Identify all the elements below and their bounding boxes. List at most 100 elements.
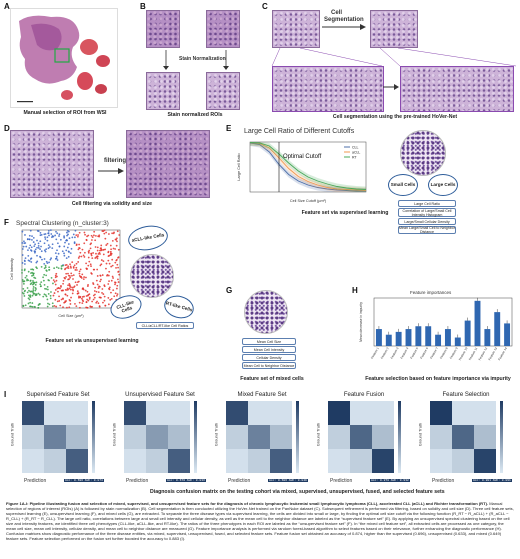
scatter-point bbox=[62, 297, 64, 300]
scatter-point bbox=[90, 265, 92, 268]
scatter-point bbox=[50, 257, 53, 260]
confusion-matrix bbox=[328, 401, 394, 473]
cm-cell bbox=[226, 401, 248, 425]
cm-cell bbox=[124, 401, 146, 425]
wsi-thumbnail bbox=[10, 8, 118, 108]
scatter-point bbox=[48, 303, 51, 306]
cell-cluster-image bbox=[400, 130, 446, 176]
scatter-point bbox=[23, 280, 25, 283]
cm-x-axis-label: Prediction bbox=[432, 478, 455, 484]
scatter-point bbox=[43, 267, 46, 270]
scatter-point bbox=[33, 245, 36, 248]
scatter-point bbox=[24, 276, 27, 279]
scatter-point bbox=[31, 235, 33, 238]
scatter-point bbox=[103, 299, 106, 302]
scatter-point bbox=[89, 247, 92, 250]
scatter-point bbox=[92, 298, 95, 301]
scatter-point bbox=[44, 236, 46, 239]
scatter-point bbox=[50, 276, 53, 279]
cm-accuracy-badge: Acc: 0.878 AUC: 0.932 bbox=[370, 479, 410, 482]
scatter-point bbox=[32, 281, 34, 284]
caption-f: Feature set via unsupervised learning bbox=[45, 338, 139, 344]
feature-e-2: Correlation of Large/Small Cell Intensit… bbox=[398, 208, 456, 217]
scatter-point bbox=[87, 264, 90, 267]
scatter-point bbox=[78, 255, 81, 258]
scatter-point bbox=[48, 261, 50, 264]
scatter-point bbox=[53, 292, 56, 294]
scatter-point bbox=[107, 251, 110, 254]
scatter-point bbox=[68, 285, 71, 287]
cm-cell bbox=[226, 449, 248, 473]
scatter-point bbox=[30, 249, 32, 251]
scatter-point bbox=[99, 253, 101, 255]
cm-accuracy-badge: Acc: 0.670 AUC: 0.833 bbox=[166, 479, 206, 482]
scatter-point bbox=[67, 243, 70, 245]
scatter-point bbox=[61, 289, 64, 292]
scatter-point bbox=[90, 234, 93, 237]
scatter-point bbox=[63, 252, 65, 255]
scatter-point bbox=[95, 301, 98, 304]
cm-cell bbox=[270, 425, 292, 449]
scatter-point bbox=[114, 261, 117, 264]
scatter-point bbox=[46, 288, 49, 291]
roi-after-segmentation bbox=[370, 10, 418, 48]
scatter-point bbox=[78, 295, 80, 298]
scatter-point bbox=[76, 284, 78, 286]
cm-colorbar bbox=[194, 401, 197, 473]
scatter-point bbox=[63, 301, 66, 304]
scatter-point bbox=[27, 297, 30, 300]
scatter-point bbox=[46, 305, 49, 308]
scatter-point bbox=[67, 272, 69, 275]
bar-tick-label: Feature 2 bbox=[380, 346, 390, 359]
scatter-point bbox=[98, 305, 101, 308]
scatter-point bbox=[105, 262, 108, 265]
scatter-point bbox=[53, 304, 56, 307]
scatter-point bbox=[90, 273, 93, 275]
scatter-point bbox=[96, 246, 99, 249]
scatter-point bbox=[80, 255, 83, 258]
scatter-point bbox=[34, 277, 37, 279]
series-line-acll bbox=[249, 142, 367, 191]
scatter-point bbox=[64, 241, 66, 244]
scatter-point bbox=[51, 247, 54, 250]
cm-title: Mixed Feature Set bbox=[237, 392, 287, 398]
scatter-point bbox=[54, 276, 57, 279]
scatter-point bbox=[40, 281, 43, 284]
cm-y-axis-label: Ground Truth bbox=[213, 422, 219, 447]
scatter-point bbox=[62, 282, 64, 285]
scatter-point bbox=[71, 292, 74, 295]
scatter-point bbox=[37, 304, 40, 306]
scatter-point bbox=[85, 276, 87, 279]
cm-cell bbox=[22, 449, 44, 473]
scatter-point bbox=[86, 306, 89, 309]
scatter-point bbox=[100, 296, 102, 299]
scatter-point bbox=[102, 248, 105, 251]
scatter-point bbox=[87, 250, 90, 253]
scatter-point bbox=[87, 256, 90, 259]
scatter-point bbox=[104, 304, 107, 307]
scatter-point bbox=[76, 269, 78, 271]
scatter-point bbox=[46, 298, 49, 301]
scatter-point bbox=[52, 279, 55, 282]
importance-bar bbox=[464, 320, 471, 346]
scatter-point bbox=[68, 298, 71, 301]
scatter-point bbox=[44, 250, 47, 253]
scatter-point bbox=[69, 276, 72, 279]
panel-label-f: F bbox=[4, 218, 9, 227]
scatter-x-axis-label: Cell Size (µm²) bbox=[58, 314, 84, 318]
legend-label-acll: aCLL bbox=[352, 151, 360, 155]
scatter-point bbox=[75, 305, 78, 308]
cm-cell bbox=[328, 449, 350, 473]
caption-a: Manual selection of ROI from WSI bbox=[23, 110, 107, 116]
cm-cell bbox=[146, 401, 168, 425]
scatter-point bbox=[45, 260, 48, 263]
scatter-point bbox=[29, 258, 32, 260]
scatter-point bbox=[23, 269, 26, 272]
scatter-point bbox=[50, 233, 53, 235]
scatter-point bbox=[102, 301, 104, 304]
scatter-point bbox=[54, 274, 57, 277]
scatter-point bbox=[31, 302, 34, 304]
scatter-point bbox=[29, 305, 32, 308]
scatter-point bbox=[98, 285, 101, 288]
scatter-point bbox=[112, 277, 114, 279]
